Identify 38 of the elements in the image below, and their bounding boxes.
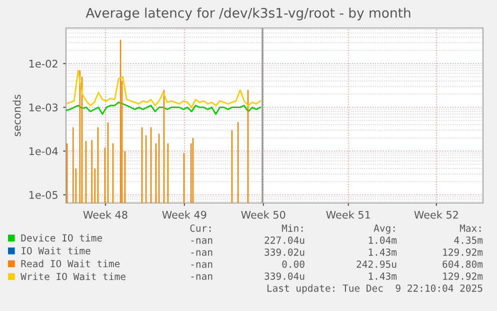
legend-label: Device IO time xyxy=(21,234,102,242)
line-series xyxy=(66,102,262,115)
text: -nan xyxy=(191,250,212,256)
text: 0.00 xyxy=(282,260,304,268)
text: -nan xyxy=(191,238,212,244)
text: Last update: Tue Dec 9 22:10:04 2025 xyxy=(267,284,482,294)
text: 1.43m xyxy=(368,248,397,256)
x-tick-label: Week 51 xyxy=(326,210,370,219)
x-tick-label: Week 48 xyxy=(83,210,128,219)
y-tick-label: 1e-04 xyxy=(29,147,58,156)
text: 129.92m xyxy=(443,272,483,280)
text: 129.92m xyxy=(443,248,483,256)
legend-label: Write IO Wait time xyxy=(20,272,126,280)
x-tick-label: Week 52 xyxy=(414,210,458,219)
text: 339.04u xyxy=(264,272,304,280)
legend-label: IO Wait time xyxy=(22,246,90,254)
y-tick-label: 1e-02 xyxy=(29,60,58,68)
text: 4.35m xyxy=(454,236,483,244)
y-axis-title: seconds xyxy=(12,94,21,136)
text: Min: xyxy=(282,224,303,232)
text: Cur: xyxy=(190,224,211,232)
chart-title: Average latency for /dev/k3s1-vg/root - by month xyxy=(86,8,410,20)
text: 227.04u xyxy=(264,236,304,244)
text: Avg: xyxy=(374,224,395,234)
x-tick-label: Week 49 xyxy=(162,210,206,219)
text: 242.95u xyxy=(356,260,396,268)
y-tick-label: 1e-03 xyxy=(29,104,58,112)
text: -nan xyxy=(191,262,212,268)
x-tick-label: Week 50 xyxy=(241,210,286,219)
line-series xyxy=(66,70,262,108)
text: 1.04m xyxy=(368,236,397,244)
text: -nan xyxy=(191,274,212,280)
text: 604.80m xyxy=(442,260,483,268)
text: Max: xyxy=(460,224,481,232)
text: 339.02u xyxy=(264,248,304,256)
legend-label: Read IO Wait time xyxy=(21,260,120,268)
text: 1.43m xyxy=(368,272,397,280)
y-tick-label: 1e-05 xyxy=(29,191,58,199)
